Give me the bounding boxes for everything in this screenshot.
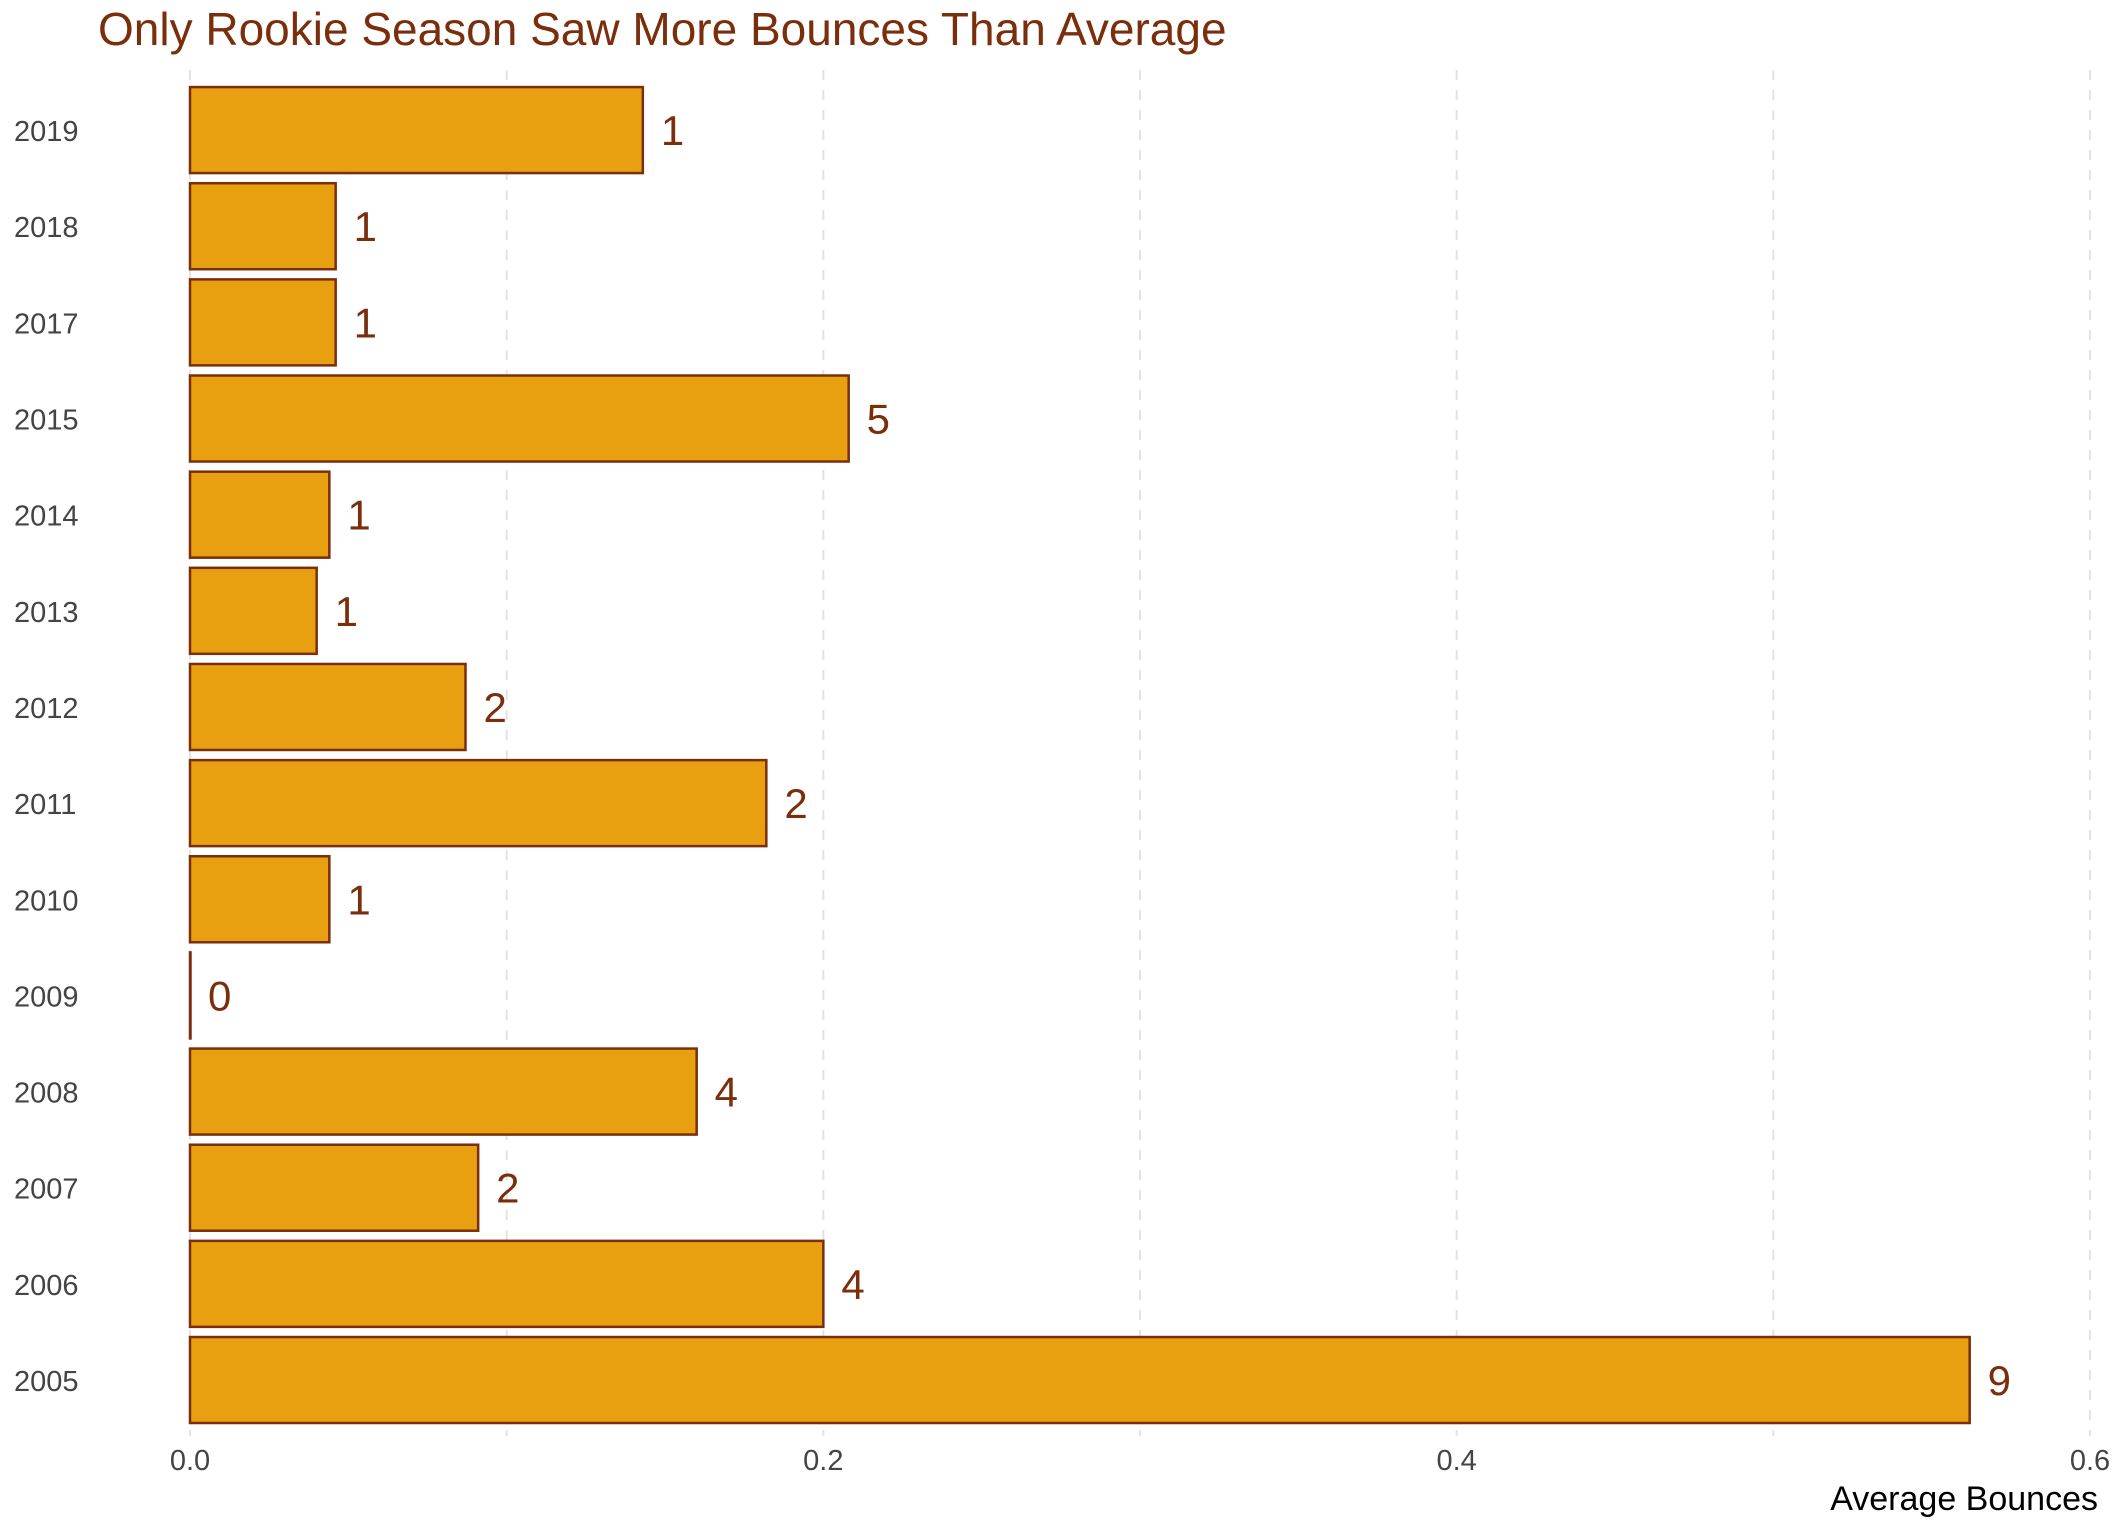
y-tick-label: 2011 — [14, 789, 76, 821]
bar — [188, 181, 337, 271]
bar-value-label: 1 — [354, 299, 377, 346]
bar-value-label: 0 — [208, 972, 231, 1019]
y-tick-label: 2014 — [14, 501, 79, 533]
bar-value-label: 1 — [347, 492, 370, 539]
x-tick-label: 0.0 — [170, 1445, 210, 1477]
bar — [188, 470, 331, 559]
chart-title: Only Rookie Season Saw More Bounces Than… — [98, 3, 1227, 55]
bar-value-label: 4 — [715, 1069, 738, 1116]
bar — [188, 1143, 480, 1232]
y-tick-label: 2009 — [14, 981, 79, 1013]
y-tick-label: 2013 — [14, 597, 79, 629]
y-tick-label: 2015 — [14, 405, 79, 437]
y-tick-label: 2019 — [14, 116, 79, 148]
y-tick-label: 2007 — [14, 1174, 79, 1206]
bar-value-label: 4 — [841, 1261, 864, 1308]
bar — [188, 1047, 698, 1136]
bar-value-label: 1 — [335, 588, 358, 635]
y-tick-label: 2008 — [14, 1078, 79, 1110]
bar — [188, 1239, 825, 1329]
bar — [188, 662, 467, 752]
bar — [188, 758, 768, 848]
bar — [188, 374, 850, 463]
bar-value-label: 5 — [867, 396, 890, 443]
y-axis-ticks: 2019 2018 2017 2015 2014 2013 2012 2011 2010 2009… — [14, 116, 79, 1398]
bar — [188, 85, 645, 175]
bar-value-labels: 1 1 1 5 1 1 2 2 1 0 4 2 4 9 — [208, 107, 2011, 1404]
bar-value-label: 2 — [784, 780, 807, 827]
bar — [188, 855, 331, 944]
y-tick-label: 2017 — [14, 308, 79, 340]
x-axis-label: Average Bounces — [1830, 1480, 2098, 1518]
x-tick-label: 0.2 — [803, 1445, 843, 1477]
y-tick-label: 2005 — [14, 1366, 79, 1398]
bar — [188, 278, 337, 367]
bar-value-label: 9 — [1988, 1357, 2011, 1404]
bars — [188, 85, 1971, 1425]
bar — [188, 951, 192, 1040]
bar-value-label: 1 — [347, 876, 370, 923]
bar — [188, 566, 318, 656]
bar — [188, 1335, 1971, 1425]
x-tick-label: 0.4 — [1437, 1445, 1477, 1477]
bar-value-label: 1 — [661, 107, 684, 154]
x-tick-label: 0.6 — [2070, 1445, 2110, 1477]
bar-value-label: 1 — [354, 203, 377, 250]
bar-value-label: 2 — [496, 1165, 519, 1212]
y-tick-label: 2018 — [14, 212, 79, 244]
y-tick-label: 2006 — [14, 1270, 79, 1302]
bar-value-label: 2 — [484, 684, 507, 731]
x-axis-ticks: 0.0 0.2 0.4 0.6 — [170, 1445, 2110, 1477]
y-tick-label: 2012 — [14, 693, 79, 725]
y-tick-label: 2010 — [14, 885, 79, 917]
